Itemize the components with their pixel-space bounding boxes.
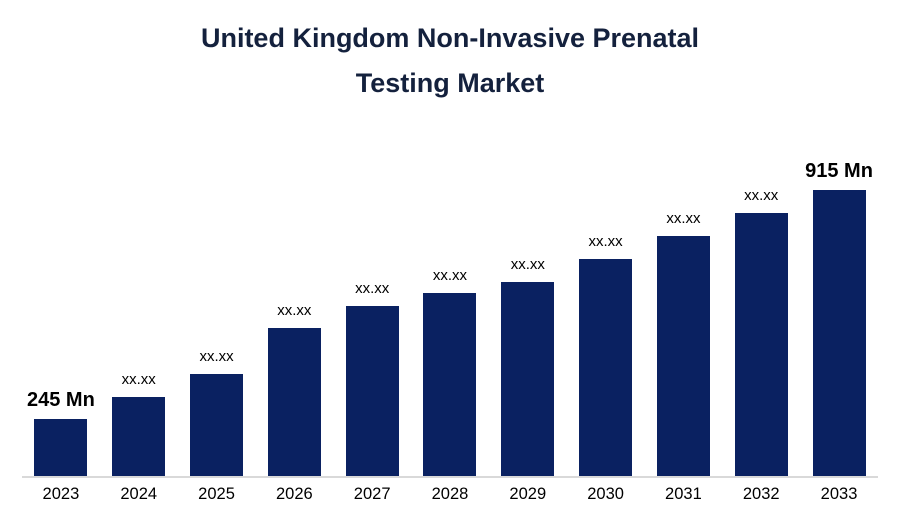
bar-value-label-2031: xx.xx — [666, 210, 701, 227]
bar-2031 — [656, 236, 710, 476]
bar-column-2025: xx.xx — [178, 150, 256, 476]
bar-column-2026: xx.xx — [255, 150, 333, 476]
bar-value-label-2024: xx.xx — [121, 371, 156, 388]
bar-2027 — [345, 306, 399, 476]
bar-value-label-2027: xx.xx — [355, 280, 390, 297]
chart-title-line-1: United Kingdom Non-Invasive Prenatal — [200, 23, 700, 53]
chart-title-line-2: Testing Market — [355, 68, 545, 98]
x-axis-labels: 2023 2024 2025 2026 2027 2028 2029 2030 2031 2032… — [22, 485, 878, 504]
x-axis-label-2033: 2033 — [820, 485, 858, 503]
x-axis-label-2026: 2026 — [275, 485, 313, 503]
bar-2032 — [734, 213, 788, 476]
x-axis-label-2025: 2025 — [198, 485, 235, 503]
plot-area: 245 Mn xx.xx xx.xx xx.xx xx.xx xx.xx xx.xx xx.x… — [22, 150, 878, 525]
bar-column-2023: 245 Mn — [22, 150, 100, 476]
x-axis-label-2032: 2032 — [742, 485, 780, 503]
bar-value-label-2032: xx.xx — [744, 187, 779, 204]
bar-2025 — [190, 374, 244, 476]
chart-title: United Kingdom Non-Invasive Prenatal Tes… — [0, 16, 900, 106]
bar-value-label-2025: xx.xx — [199, 348, 234, 365]
bar-2030 — [579, 259, 633, 476]
bar-2026 — [267, 328, 321, 476]
bar-column-2031: xx.xx — [645, 150, 723, 476]
bar-column-2027: xx.xx — [333, 150, 411, 476]
bar-value-label-2030: xx.xx — [588, 233, 623, 250]
x-axis-label-2031: 2031 — [665, 485, 702, 503]
x-axis-label-2029: 2029 — [509, 485, 547, 503]
bar-column-2028: xx.xx — [411, 150, 489, 476]
bar-2023 — [34, 419, 88, 476]
bar-2033 — [812, 190, 866, 476]
bar-value-label-2033: 915 Mn — [805, 160, 873, 182]
bar-2024 — [112, 397, 166, 476]
bar-column-2029: xx.xx — [489, 150, 567, 476]
x-axis-line — [22, 476, 878, 478]
x-axis-label-2024: 2024 — [120, 485, 158, 503]
x-axis-label-2028: 2028 — [431, 485, 469, 503]
bar-value-label-2029: xx.xx — [510, 256, 545, 273]
bar-2029 — [501, 282, 555, 476]
bar-column-2033: 915 Mn — [800, 150, 878, 476]
bar-column-2024: xx.xx — [100, 150, 178, 476]
bar-column-2032: xx.xx — [722, 150, 800, 476]
bar-2028 — [423, 293, 477, 476]
bar-value-label-2023: 245 Mn — [27, 389, 95, 411]
bar-series: 245 Mn xx.xx xx.xx xx.xx xx.xx xx.xx xx.xx xx.x… — [22, 150, 878, 476]
x-axis-label-2023: 2023 — [42, 485, 80, 503]
x-axis-label-2030: 2030 — [587, 485, 624, 503]
bar-value-label-2026: xx.xx — [277, 302, 312, 319]
bar-column-2030: xx.xx — [567, 150, 645, 476]
x-axis-label-2027: 2027 — [353, 485, 391, 503]
bar-value-label-2028: xx.xx — [432, 267, 468, 284]
